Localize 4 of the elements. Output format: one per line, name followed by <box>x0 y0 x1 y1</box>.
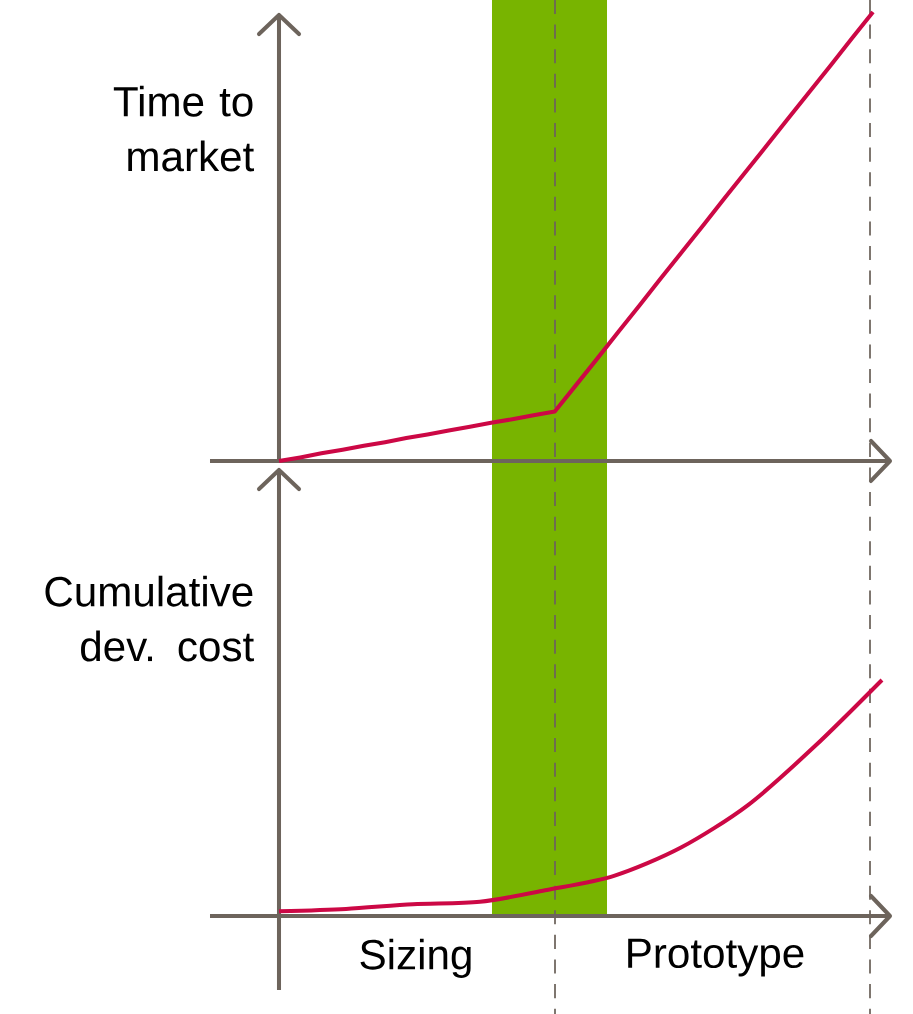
text: Sizing <box>360 938 471 979</box>
y-axis-title: Cumulative dev. cost <box>45 575 254 662</box>
text: Prototype <box>628 938 804 977</box>
y-axis-title: Time to market <box>113 85 254 172</box>
